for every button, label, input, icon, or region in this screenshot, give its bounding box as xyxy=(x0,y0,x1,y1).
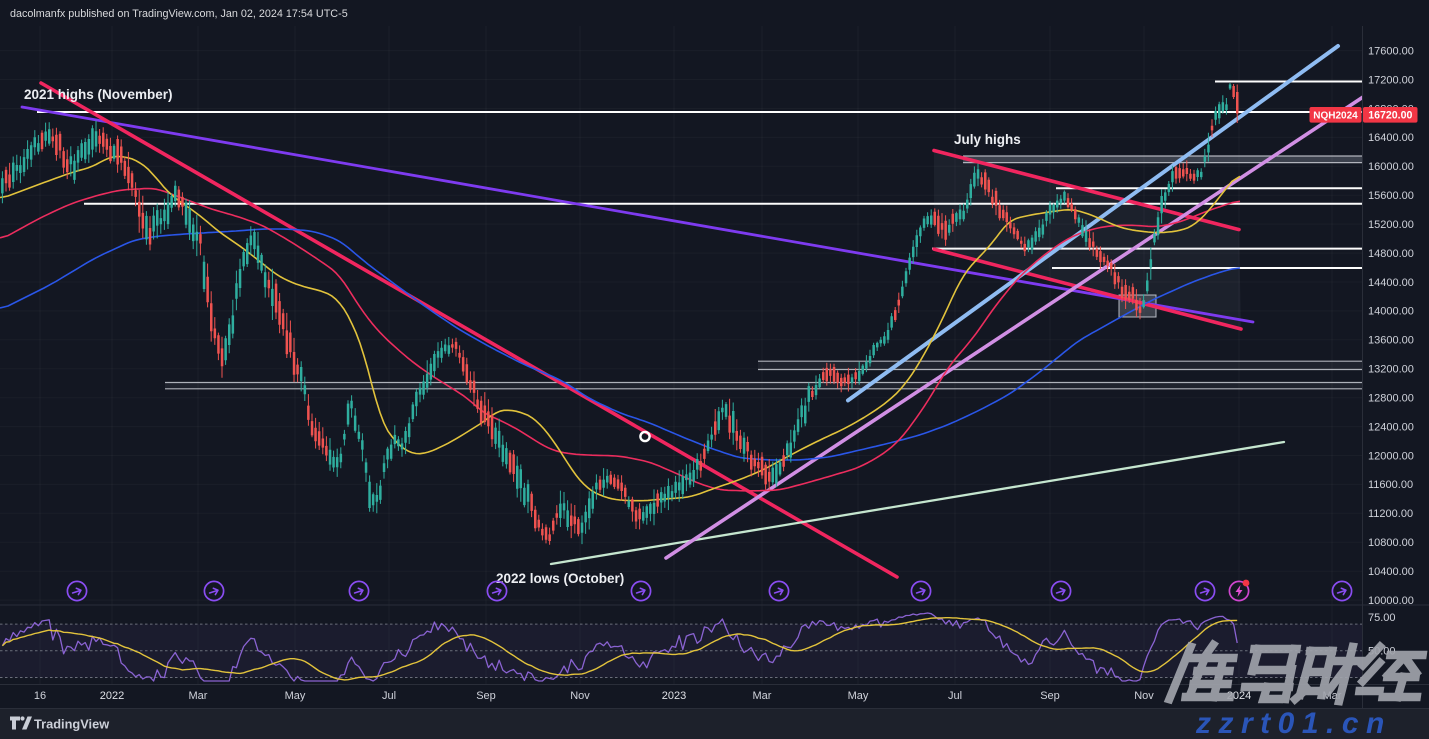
svg-text:NQH2024: NQH2024 xyxy=(1313,110,1358,121)
svg-text:14800.00: 14800.00 xyxy=(1368,248,1414,260)
svg-text:12400.00: 12400.00 xyxy=(1368,421,1414,433)
svg-text:TradingView: TradingView xyxy=(34,717,109,732)
svg-text:Nov: Nov xyxy=(1134,690,1154,702)
svg-text:12000.00: 12000.00 xyxy=(1368,450,1414,462)
svg-text:Sep: Sep xyxy=(476,690,496,702)
svg-text:Sep: Sep xyxy=(1040,690,1060,702)
svg-text:Jul: Jul xyxy=(948,690,962,702)
svg-text:15600.00: 15600.00 xyxy=(1368,190,1414,202)
svg-text:17200.00: 17200.00 xyxy=(1368,74,1414,86)
svg-text:16: 16 xyxy=(34,690,46,702)
svg-text:Nov: Nov xyxy=(570,690,590,702)
svg-text:2022: 2022 xyxy=(100,690,124,702)
svg-text:17600.00: 17600.00 xyxy=(1368,45,1414,57)
svg-text:14000.00: 14000.00 xyxy=(1368,306,1414,318)
svg-text:14400.00: 14400.00 xyxy=(1368,277,1414,289)
svg-text:May: May xyxy=(285,690,306,702)
svg-text:Mar: Mar xyxy=(753,690,772,702)
svg-text:July highs: July highs xyxy=(954,132,1021,147)
svg-text:10800.00: 10800.00 xyxy=(1368,537,1414,549)
svg-text:10400.00: 10400.00 xyxy=(1368,566,1414,578)
svg-text:13200.00: 13200.00 xyxy=(1368,364,1414,376)
svg-text:zzrt01.cn: zzrt01.cn xyxy=(1195,707,1392,739)
svg-text:12800.00: 12800.00 xyxy=(1368,393,1414,405)
svg-text:16400.00: 16400.00 xyxy=(1368,132,1414,144)
svg-text:16720.00: 16720.00 xyxy=(1368,110,1412,122)
svg-text:16000.00: 16000.00 xyxy=(1368,161,1414,173)
svg-text:13600.00: 13600.00 xyxy=(1368,335,1414,347)
svg-text:Mar: Mar xyxy=(189,690,208,702)
svg-text:11600.00: 11600.00 xyxy=(1368,479,1413,491)
svg-text:dacolmanfx published on Tradin: dacolmanfx published on TradingView.com,… xyxy=(10,8,348,20)
svg-text:2023: 2023 xyxy=(662,690,686,702)
svg-text:10000.00: 10000.00 xyxy=(1368,595,1414,607)
svg-text:11200.00: 11200.00 xyxy=(1368,508,1413,520)
svg-text:2022 lows (October): 2022 lows (October) xyxy=(496,571,624,586)
svg-text:75.00: 75.00 xyxy=(1368,612,1396,624)
svg-text:May: May xyxy=(848,690,869,702)
svg-text:Jul: Jul xyxy=(382,690,396,702)
svg-text:2021 highs (November): 2021 highs (November) xyxy=(24,87,173,102)
svg-text:15200.00: 15200.00 xyxy=(1368,219,1414,231)
